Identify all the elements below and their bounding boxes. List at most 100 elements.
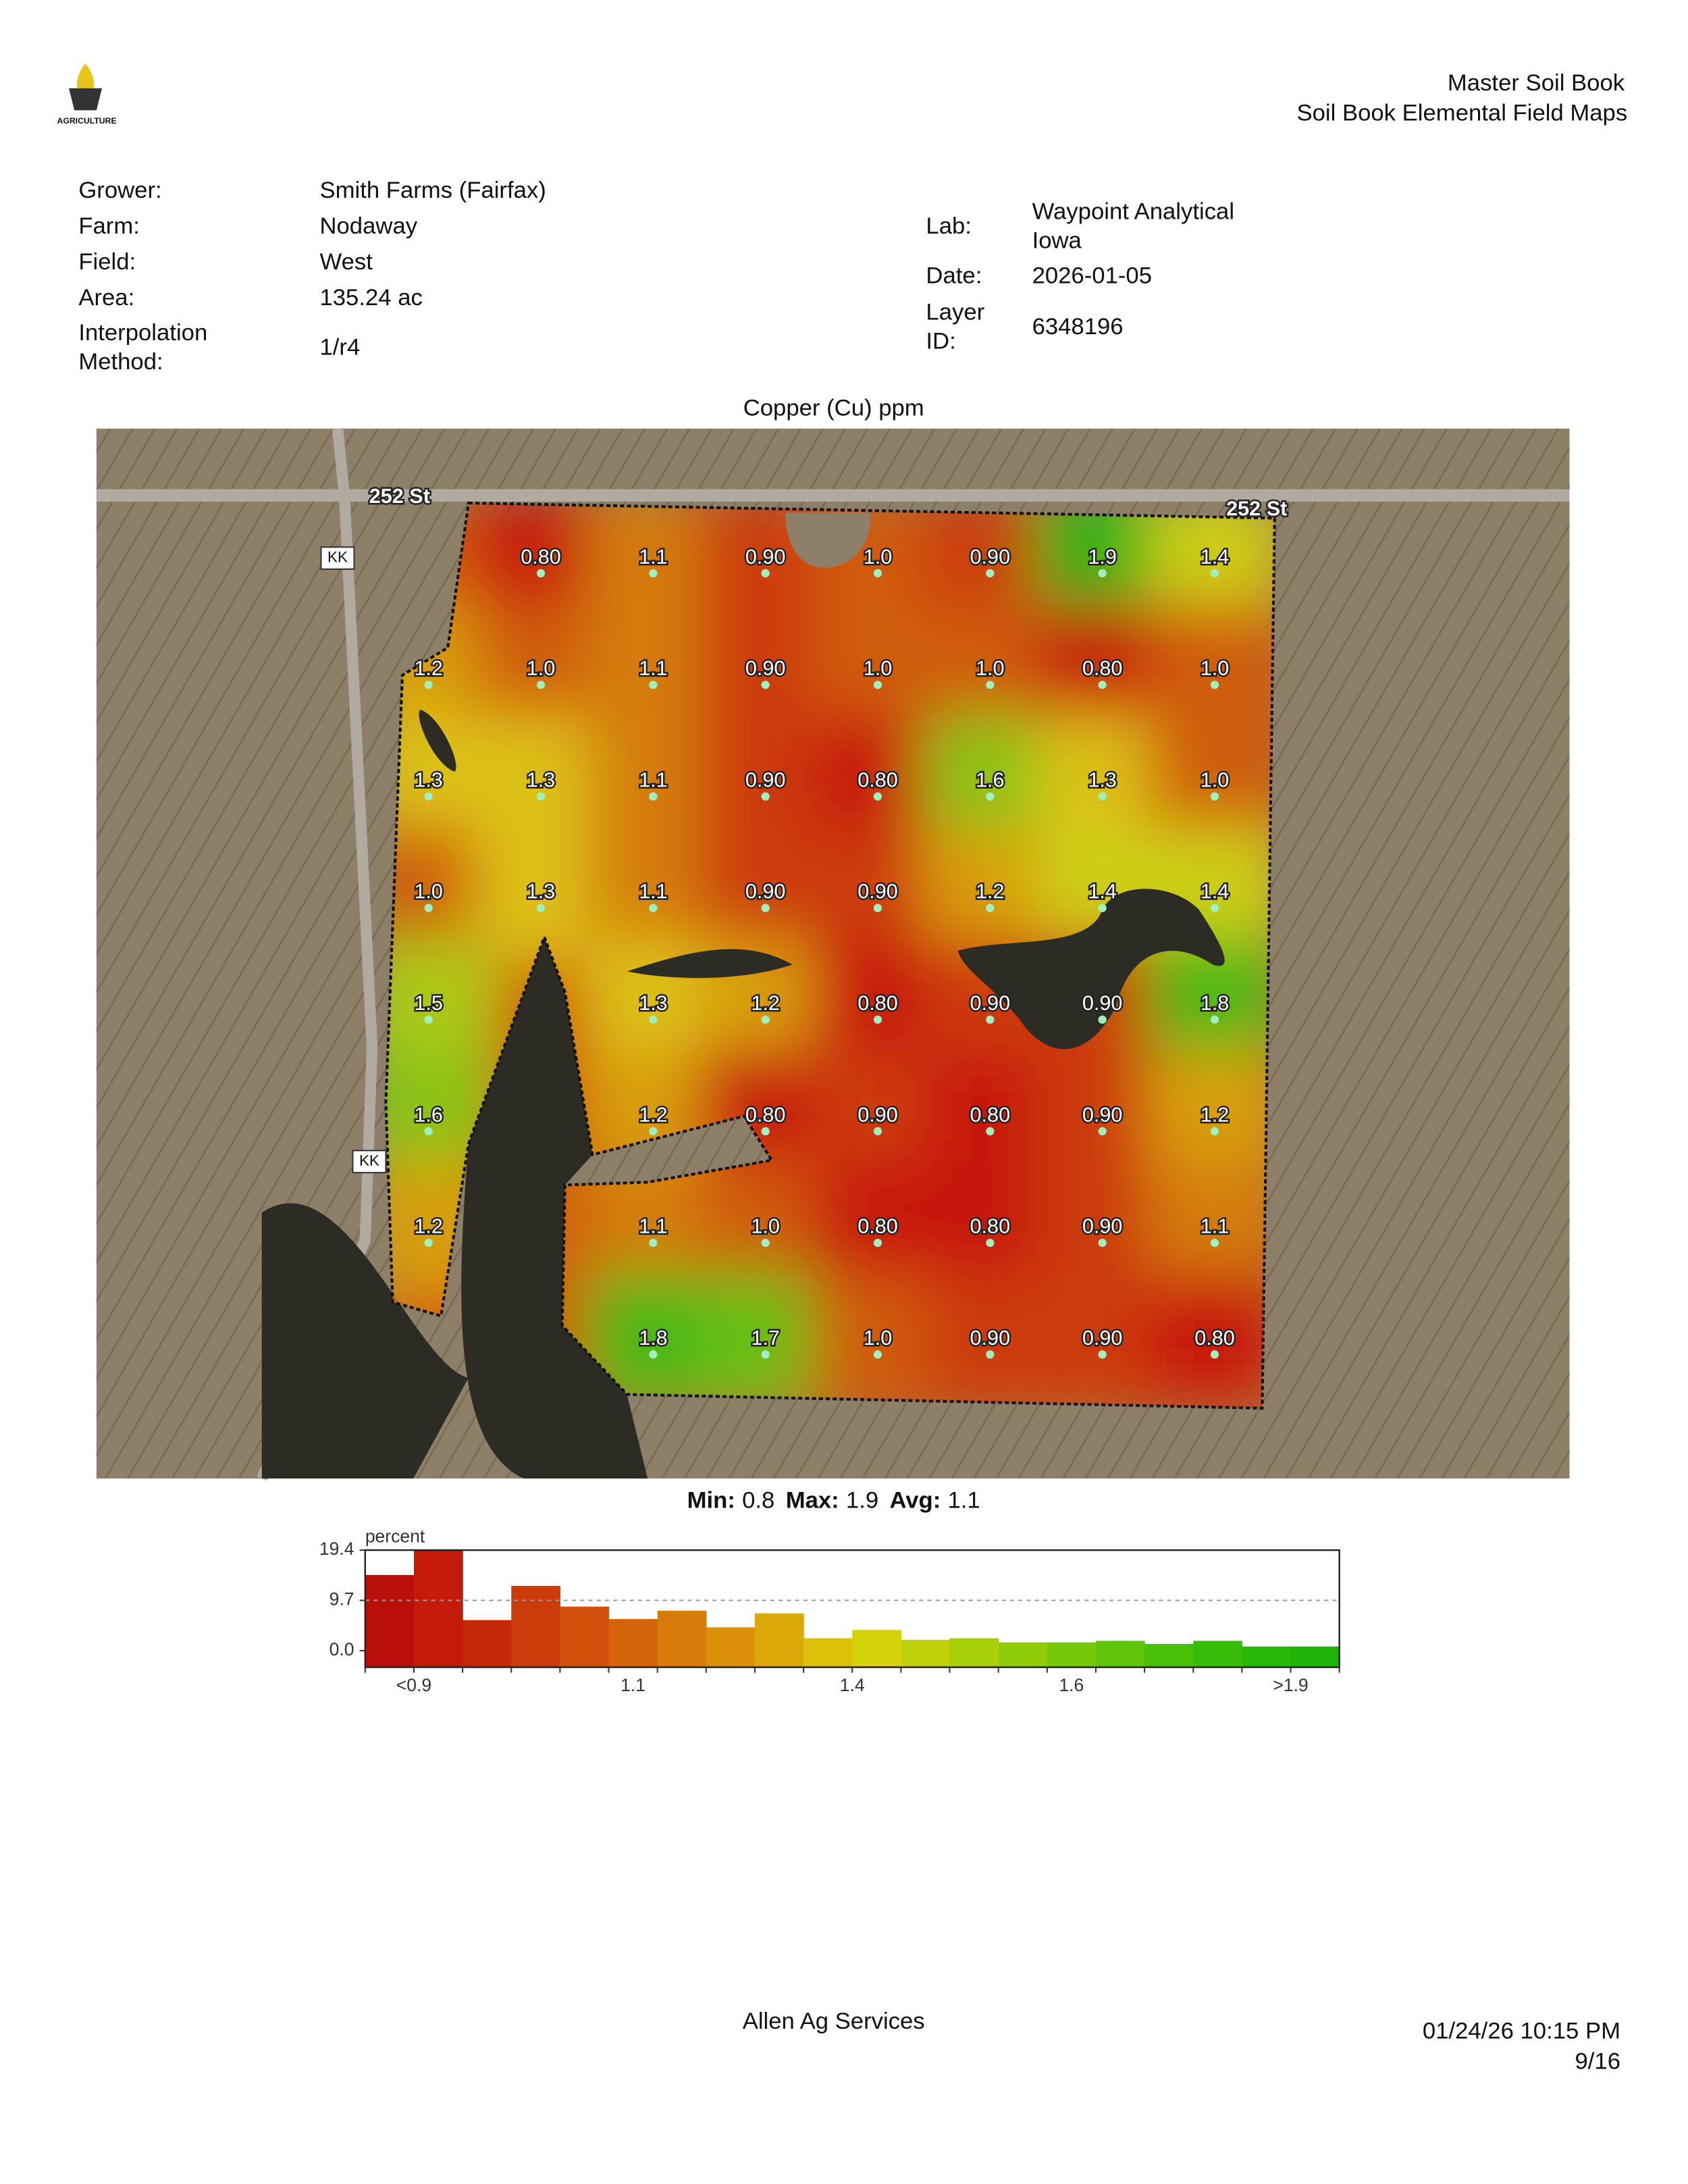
woods <box>261 1203 469 1479</box>
info-label: ID: <box>926 328 955 354</box>
map-cell <box>812 715 944 848</box>
sample-point <box>1098 1350 1107 1359</box>
sample-label: 0.90 <box>970 992 1011 1015</box>
info-value: 2026-01-05 <box>1032 263 1152 289</box>
road-label: KK <box>359 1152 379 1169</box>
sample-label: 1.4 <box>1201 545 1230 568</box>
map-title: Copper (Cu) ppm <box>743 395 924 421</box>
sample-point <box>1210 1350 1219 1359</box>
map-cell <box>587 1161 720 1294</box>
logo: AGRICULTURE <box>57 63 117 126</box>
map-cell <box>475 604 607 736</box>
map-cell <box>1036 1161 1169 1294</box>
sample-point <box>649 681 658 689</box>
sample-label: 1.0 <box>864 1327 893 1350</box>
sample-label: 0.80 <box>521 545 561 568</box>
footer-company: Allen Ag Services <box>743 2008 925 2034</box>
sample-label: 1.0 <box>1201 768 1230 791</box>
sample-point <box>1098 903 1107 913</box>
sample-label: 0.80 <box>858 768 898 791</box>
footer-page: 9/16 <box>1575 2048 1620 2074</box>
map-cell <box>1149 1273 1275 1406</box>
map-cell <box>812 826 944 959</box>
sample-label: 0.90 <box>1082 1103 1123 1126</box>
header-subtitle: Soil Book Elemental Field Maps <box>1296 101 1627 126</box>
histogram-bar <box>1242 1646 1292 1668</box>
y-tick-label: 19.4 <box>319 1539 354 1559</box>
sample-label: 1.0 <box>414 880 443 903</box>
histogram-bar <box>463 1620 512 1668</box>
sample-point <box>1098 1015 1107 1024</box>
histogram-bar <box>949 1638 999 1668</box>
stat-value: 1.1 <box>947 1488 980 1514</box>
map-cell <box>1149 1050 1275 1183</box>
sample-label: 1.3 <box>527 880 556 903</box>
road-label: 252 St <box>1226 497 1287 520</box>
sample-label: 1.2 <box>976 880 1005 903</box>
sample-label: 0.80 <box>970 1215 1011 1238</box>
info-label: Lab: <box>926 213 972 239</box>
histogram-bar <box>754 1613 804 1668</box>
info-label: Interpolation <box>78 320 207 346</box>
sample-point <box>761 1350 770 1359</box>
info-value: Iowa <box>1032 228 1082 253</box>
map-cell <box>812 604 944 736</box>
logo-text: AGRICULTURE <box>57 116 117 126</box>
sample-point <box>1098 1238 1107 1248</box>
info-value: Nodaway <box>319 213 417 239</box>
x-tick-label: 1.6 <box>1059 1675 1084 1695</box>
sample-label: 1.4 <box>1088 880 1117 903</box>
sample-label: 1.4 <box>1201 880 1230 903</box>
road <box>96 489 1570 502</box>
sample-point <box>986 569 995 578</box>
sample-point <box>986 1238 995 1248</box>
sample-label: 0.90 <box>858 1103 898 1126</box>
map-cell <box>924 826 1057 959</box>
sample-label: 0.90 <box>745 880 786 903</box>
sample-point <box>986 903 995 913</box>
sample-point <box>424 681 433 689</box>
sample-point <box>424 903 433 913</box>
sample-point <box>986 1127 995 1136</box>
sample-label: 1.6 <box>414 1103 443 1126</box>
map-cell <box>1036 1273 1169 1406</box>
info-value: Smith Farms (Fairfax) <box>319 178 546 203</box>
stats: Min: 0.8 Max: 1.9 Avg: 1.1 <box>687 1488 980 1514</box>
sample-label: 1.1 <box>1201 1215 1230 1238</box>
sample-label: 0.90 <box>858 880 898 903</box>
sample-point <box>649 1238 658 1248</box>
sample-point <box>873 792 882 801</box>
sample-point <box>1098 1127 1107 1136</box>
sample-point <box>761 903 770 913</box>
map-cell <box>699 1161 832 1294</box>
histogram-bar <box>706 1627 756 1668</box>
map-cell <box>475 826 607 959</box>
sample-label: 1.0 <box>751 1215 780 1238</box>
sample-label: 0.80 <box>1082 657 1123 680</box>
sample-point <box>761 569 770 578</box>
histogram-bar <box>998 1642 1048 1668</box>
sample-point <box>1210 569 1219 578</box>
sample-label: 1.8 <box>1201 992 1230 1015</box>
sample-point <box>761 1238 770 1248</box>
sample-point <box>649 569 658 578</box>
map-cell <box>699 604 832 736</box>
sample-point <box>1098 681 1107 689</box>
sample-label: 1.8 <box>639 1327 668 1350</box>
sample-point <box>873 1127 882 1136</box>
histogram-bar <box>1047 1642 1097 1668</box>
stat-label: Avg: <box>889 1488 941 1514</box>
map-cell <box>587 604 720 736</box>
sample-point <box>649 1350 658 1359</box>
sample-label: 1.0 <box>527 657 556 680</box>
sample-point <box>986 1350 995 1359</box>
map-cell <box>1036 1050 1169 1183</box>
sample-label: 1.3 <box>527 768 556 791</box>
sample-point <box>649 1015 658 1024</box>
sample-point <box>649 903 658 913</box>
sample-label: 1.9 <box>1088 545 1117 568</box>
sample-point <box>1098 569 1107 578</box>
sample-label: 0.80 <box>970 1103 1011 1126</box>
sample-point <box>1210 903 1219 913</box>
sample-point <box>649 792 658 801</box>
